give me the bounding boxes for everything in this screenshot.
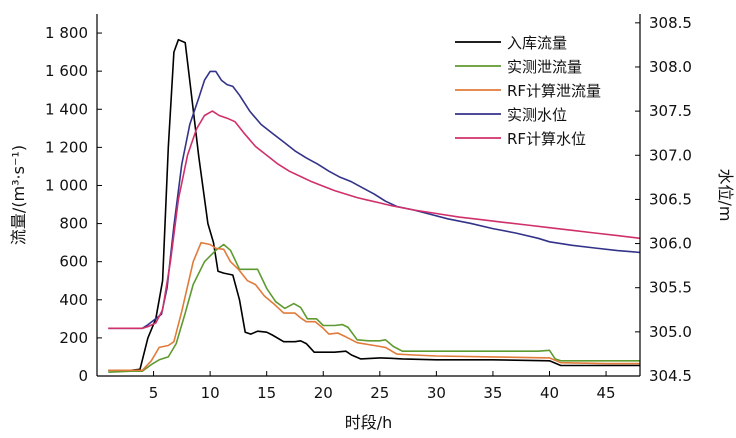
y-left-tick-label: 1 200 [45,138,88,156]
y-right-tick-label: 304.5 [649,367,692,385]
axes: 5 10 15 20 25 30 35 40 45 0 200 400 600 800 1 000 1 200… [45,14,692,402]
series-line-2 [108,243,640,373]
series-line-5 [108,110,641,330]
y-left-tick-label: 800 [59,215,88,233]
legend-label-1: 入库流量 [507,34,567,52]
x-tick-label: 10 [201,384,220,402]
x-tick-label: 25 [370,384,389,402]
y-right-tick-label: 305.0 [649,323,692,341]
y-right-tick-label: 306.5 [649,190,692,208]
x-tick-label: 15 [257,384,276,402]
y-left-tick-label: 0 [78,367,88,385]
x-tick-label: 45 [597,384,616,402]
y-right-tick-label: 306.0 [649,235,692,253]
legend-label-2: 实测泄流量 [507,58,582,76]
y-left-tick-label: 1 400 [45,100,88,118]
y-right-tick-label: 305.5 [649,279,692,297]
plot-lines [108,38,641,373]
y-left-tick-label: 1 600 [45,62,88,80]
y-axis-left-title: 流量/(m³·s⁻¹) [9,145,28,245]
x-tick-label: 35 [483,384,502,402]
y-left-tick-label: 600 [59,253,88,271]
y-right-tick-label: 308.0 [649,58,692,76]
x-axis-title: 时段/h [345,413,393,432]
y-right-tick-label: 307.0 [649,146,692,164]
y-right-tick-label: 308.5 [649,14,692,32]
y-left-tick-label: 200 [59,329,88,347]
legend-label-5: RF计算水位 [507,130,586,148]
y-left-tick-label: 1 000 [45,176,88,194]
legend-label-4: 实测水位 [507,106,567,124]
y-left-tick-label: 400 [59,291,88,309]
legend-label-3: RF计算泄流量 [507,82,601,100]
y-right-tick-label: 307.5 [649,102,692,120]
series-line-3 [108,241,640,372]
x-tick-label: 40 [540,384,559,402]
x-tick-label: 30 [427,384,446,402]
x-tick-label: 20 [314,384,333,402]
series-line-1 [108,38,640,372]
x-tick-label: 5 [149,384,159,402]
y-axis-right-title: 水位/m [716,169,735,222]
y-left-tick-label: 1 800 [45,24,88,42]
